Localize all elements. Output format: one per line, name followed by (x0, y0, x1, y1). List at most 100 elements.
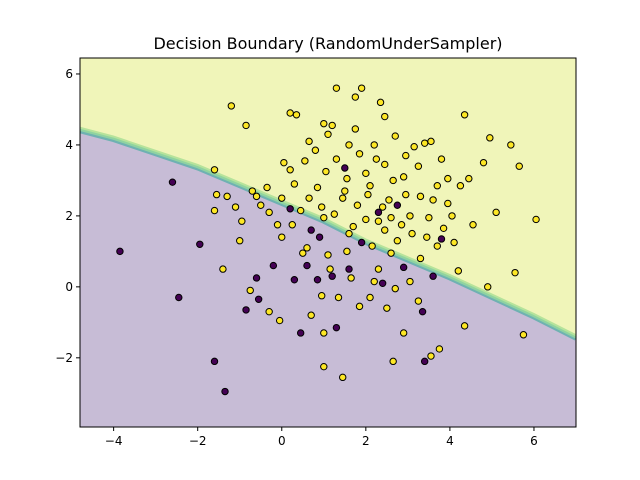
point-class-0 (374, 208, 383, 217)
y-tick-label: 0 (65, 280, 73, 294)
point-class-1 (366, 182, 374, 190)
point-class-0 (393, 201, 402, 209)
point-class-1 (301, 157, 309, 165)
point-class-1 (387, 249, 395, 257)
point-class-1 (242, 121, 250, 130)
point-class-1 (343, 174, 351, 183)
region-class-1 (80, 58, 576, 339)
point-class-1 (410, 143, 418, 151)
point-class-1 (448, 212, 456, 220)
point-class-1 (381, 160, 389, 169)
point-class-1 (292, 111, 301, 119)
point-class-1 (427, 137, 435, 146)
point-class-1 (391, 132, 399, 140)
point-class-1 (326, 265, 334, 273)
point-class-1 (341, 187, 349, 195)
point-class-1 (465, 174, 473, 183)
point-class-1 (402, 190, 410, 199)
point-class-1 (278, 233, 286, 241)
point-class-1 (479, 158, 488, 167)
point-class-1 (286, 109, 294, 117)
point-class-1 (435, 345, 444, 353)
point-class-1 (273, 221, 282, 229)
point-class-1 (343, 247, 351, 256)
point-class-1 (280, 158, 288, 167)
point-class-1 (414, 162, 423, 170)
point-class-1 (223, 192, 231, 201)
point-class-1 (353, 201, 362, 209)
x-tick-label: 6 (530, 434, 538, 448)
point-class-1 (330, 210, 339, 218)
point-class-1 (406, 212, 414, 220)
point-class-0 (357, 238, 366, 247)
point-class-0 (378, 279, 387, 288)
point-class-1 (532, 215, 540, 224)
point-class-1 (311, 146, 320, 154)
point-class-1 (286, 166, 294, 174)
point-class-1 (515, 162, 523, 170)
point-class-1 (519, 331, 528, 339)
point-class-0 (345, 265, 353, 273)
point-class-0 (303, 261, 311, 270)
point-class-0 (418, 307, 427, 316)
point-class-1 (227, 102, 236, 110)
point-class-1 (238, 217, 246, 225)
point-class-1 (381, 226, 389, 234)
point-class-1 (248, 187, 257, 195)
point-class-1 (383, 304, 391, 312)
point-class-1 (366, 293, 374, 302)
point-class-1 (370, 277, 378, 286)
point-class-1 (456, 182, 465, 190)
point-class-1 (389, 357, 397, 366)
point-class-1 (364, 190, 372, 199)
point-class-1 (305, 194, 313, 202)
point-class-1 (332, 84, 341, 92)
point-class-1 (362, 215, 370, 224)
point-class-1 (265, 208, 273, 217)
point-class-1 (469, 221, 477, 229)
point-class-1 (317, 292, 326, 300)
point-class-1 (385, 196, 393, 204)
point-class-1 (290, 180, 299, 188)
point-class-1 (322, 167, 330, 176)
x-axis: −4 −2 0 2 4 6 (105, 427, 538, 448)
point-class-1 (313, 183, 322, 192)
point-class-1 (416, 254, 425, 263)
point-class-1 (429, 196, 437, 204)
point-class-0 (252, 274, 261, 282)
point-class-1 (393, 237, 402, 245)
point-class-1 (420, 139, 429, 147)
point-class-1 (305, 137, 313, 146)
point-class-1 (236, 237, 244, 245)
point-class-0 (332, 323, 341, 332)
point-class-1 (362, 169, 370, 178)
point-class-1 (408, 229, 416, 238)
point-class-1 (402, 151, 410, 160)
decision-regions (80, 58, 576, 427)
point-class-1 (324, 130, 332, 138)
point-class-1 (320, 213, 328, 222)
point-class-1 (210, 206, 219, 215)
point-class-1 (399, 329, 408, 337)
point-class-0 (175, 293, 183, 302)
point-class-0 (221, 387, 229, 396)
y-axis: −2 0 2 4 6 (55, 67, 80, 365)
point-class-1 (433, 242, 441, 250)
point-class-1 (368, 242, 376, 250)
point-class-1 (299, 249, 307, 257)
point-class-1 (460, 111, 469, 119)
point-class-1 (454, 267, 463, 275)
point-class-0 (254, 295, 263, 303)
point-class-1 (263, 183, 271, 192)
point-class-1 (423, 233, 431, 241)
point-class-0 (328, 272, 336, 280)
point-class-1 (414, 297, 423, 305)
y-tick-label: 2 (65, 209, 73, 223)
point-class-1 (332, 155, 341, 163)
point-class-1 (355, 302, 364, 311)
point-class-1 (406, 277, 414, 286)
point-class-1 (444, 199, 452, 208)
point-class-1 (376, 98, 385, 107)
point-class-1 (265, 307, 273, 316)
x-tick-label: −2 (189, 434, 207, 448)
